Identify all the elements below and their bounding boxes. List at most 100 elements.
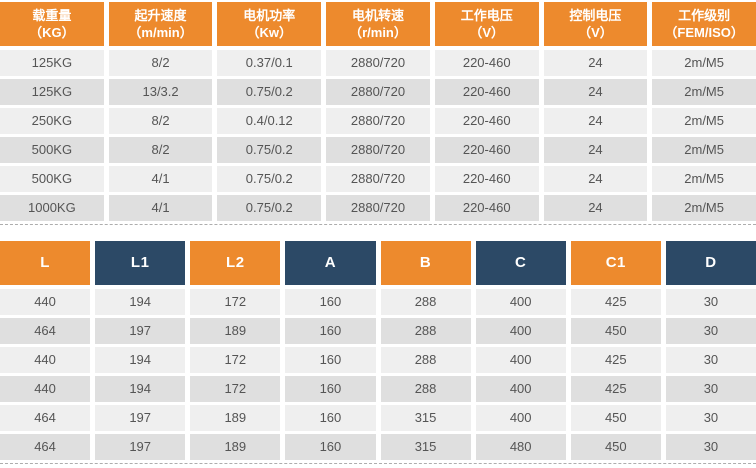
spec-table-cell: 0.37/0.1 <box>217 50 322 76</box>
spec-table-cell: 8/2 <box>108 108 213 134</box>
dimension-table-cell: 288 <box>380 289 471 315</box>
spec-table-cell: 2m/M5 <box>652 195 756 221</box>
dimension-table-cell: 189 <box>190 318 281 344</box>
spec-header-unit: （FEM/ISO） <box>664 25 744 40</box>
dimension-header-cell: D <box>665 241 756 285</box>
motor-spec-body: 125KG 8/2 0.37/0.1 2880/720 220-460 24 2m/M5 12… <box>0 50 756 221</box>
spec-table-cell: 4/1 <box>108 166 213 192</box>
spec-table-cell: 0.4/0.12 <box>217 108 322 134</box>
dimension-table-cell: 440 <box>0 376 91 402</box>
dimension-table-cell: 400 <box>475 289 566 315</box>
spec-table-cell: 1000KG <box>0 195 104 221</box>
spec-table-row: 500KG 8/2 0.75/0.2 2880/720 220-460 24 2m/M5 <box>0 137 756 163</box>
spec-table-cell: 2m/M5 <box>652 50 756 76</box>
spec-header-unit: （V） <box>578 25 613 40</box>
spec-table-cell: 0.75/0.2 <box>217 166 322 192</box>
dimension-table-cell: 30 <box>665 376 756 402</box>
spec-table-cell: 24 <box>543 50 648 76</box>
spec-header-unit: （KG） <box>29 25 75 40</box>
spec-header-title: 电机功率 <box>243 8 296 23</box>
spec-header-title: 载重量 <box>32 8 72 23</box>
spec-header-cell: 电机转速 （r/min） <box>326 2 430 46</box>
spec-table-row: 500KG 4/1 0.75/0.2 2880/720 220-460 24 2m/M5 <box>0 166 756 192</box>
dimension-table-cell: 480 <box>475 434 566 460</box>
spec-header-cell: 起升速度 （m/min） <box>108 2 213 46</box>
dimension-table-cell: 30 <box>665 318 756 344</box>
dimension-table-cell: 400 <box>475 347 566 373</box>
dimension-table-cell: 315 <box>380 434 471 460</box>
dimension-table-row: 464 197 189 160 315 480 450 30 <box>0 434 756 460</box>
spec-table-row: 125KG 8/2 0.37/0.1 2880/720 220-460 24 2m/M5 <box>0 50 756 76</box>
dimension-table-cell: 30 <box>665 347 756 373</box>
dimension-table-cell: 172 <box>190 376 281 402</box>
dimension-table-cell: 425 <box>570 376 661 402</box>
spec-table-cell: 2m/M5 <box>652 137 756 163</box>
spec-table-cell: 2880/720 <box>326 137 430 163</box>
spec-table-cell: 24 <box>543 195 648 221</box>
spec-table-cell: 0.75/0.2 <box>217 79 322 105</box>
dimension-table-row: 440 194 172 160 288 400 425 30 <box>0 289 756 315</box>
spec-header-unit: （r/min） <box>349 25 407 40</box>
spec-table-cell: 500KG <box>0 137 104 163</box>
dimension-table-cell: 194 <box>95 289 186 315</box>
dimension-table-cell: 160 <box>285 376 376 402</box>
dimension-header-cell: L2 <box>190 241 281 285</box>
dimension-table-cell: 288 <box>380 318 471 344</box>
bottom-divider <box>0 463 756 464</box>
spec-table-cell: 13/3.2 <box>108 79 213 105</box>
spec-table-cell: 2m/M5 <box>652 166 756 192</box>
section-divider <box>0 224 756 225</box>
dimension-table: L L1 L2 A B C C1 D 440 194 172 160 288 400 425 30 464 19… <box>0 241 756 460</box>
spec-header-title: 工作电压 <box>460 8 513 23</box>
spec-header-cell: 工作电压 （V） <box>434 2 539 46</box>
dimension-header-cell: L1 <box>95 241 186 285</box>
spec-header-cell: 控制电压 （V） <box>543 2 648 46</box>
spec-header-unit: （Kw） <box>246 25 293 40</box>
spec-header-cell: 电机功率 （Kw） <box>217 2 322 46</box>
dimension-table-cell: 172 <box>190 289 281 315</box>
spec-table-cell: 24 <box>543 166 648 192</box>
spec-table-cell: 220-460 <box>434 79 539 105</box>
dimension-table-cell: 172 <box>190 347 281 373</box>
spec-header-cell: 载重量 （KG） <box>0 2 104 46</box>
dimension-header-cell: C1 <box>570 241 661 285</box>
spec-table-cell: 24 <box>543 108 648 134</box>
spec-table-row: 250KG 8/2 0.4/0.12 2880/720 220-460 24 2m/M5 <box>0 108 756 134</box>
dimension-body: 440 194 172 160 288 400 425 30 464 197 189 160 288 40… <box>0 289 756 460</box>
spec-table-cell: 220-460 <box>434 108 539 134</box>
spec-header-cell: 工作级别 （FEM/ISO） <box>652 2 756 46</box>
spec-table-cell: 2880/720 <box>326 108 430 134</box>
spec-table-cell: 0.75/0.2 <box>217 137 322 163</box>
spec-header-title: 工作级别 <box>678 8 731 23</box>
spec-table-cell: 8/2 <box>108 50 213 76</box>
dimension-table-cell: 440 <box>0 289 91 315</box>
spec-table-row: 125KG 13/3.2 0.75/0.2 2880/720 220-460 24 2m/M… <box>0 79 756 105</box>
dimension-table-cell: 400 <box>475 405 566 431</box>
dimension-table-cell: 464 <box>0 405 91 431</box>
motor-spec-table: 载重量 （KG） 起升速度 （m/min） 电机功率 （Kw） 电机转速 （r/min） 工作电… <box>0 2 756 221</box>
dimension-header-cell: C <box>475 241 566 285</box>
dimension-table-cell: 30 <box>665 289 756 315</box>
dimension-header-cell: L <box>0 241 91 285</box>
spec-table-cell: 4/1 <box>108 195 213 221</box>
dimension-table-cell: 189 <box>190 405 281 431</box>
dimension-table-cell: 450 <box>570 318 661 344</box>
spec-table-cell: 24 <box>543 79 648 105</box>
spec-table-cell: 125KG <box>0 79 104 105</box>
spec-table-cell: 125KG <box>0 50 104 76</box>
spec-table-cell: 220-460 <box>434 50 539 76</box>
section-spacer <box>0 225 756 241</box>
dimension-table-cell: 30 <box>665 405 756 431</box>
dimension-table-cell: 288 <box>380 347 471 373</box>
dimension-table-row: 440 194 172 160 288 400 425 30 <box>0 347 756 373</box>
spec-table-cell: 0.75/0.2 <box>217 195 322 221</box>
spec-table-cell: 2880/720 <box>326 166 430 192</box>
spec-header-title: 电机转速 <box>351 8 404 23</box>
dimension-table-cell: 450 <box>570 405 661 431</box>
dimension-table-cell: 440 <box>0 347 91 373</box>
dimension-table-cell: 288 <box>380 376 471 402</box>
dimension-table-cell: 160 <box>285 434 376 460</box>
spec-table-row: 1000KG 4/1 0.75/0.2 2880/720 220-460 24 2m/M5 <box>0 195 756 221</box>
spec-table-cell: 24 <box>543 137 648 163</box>
